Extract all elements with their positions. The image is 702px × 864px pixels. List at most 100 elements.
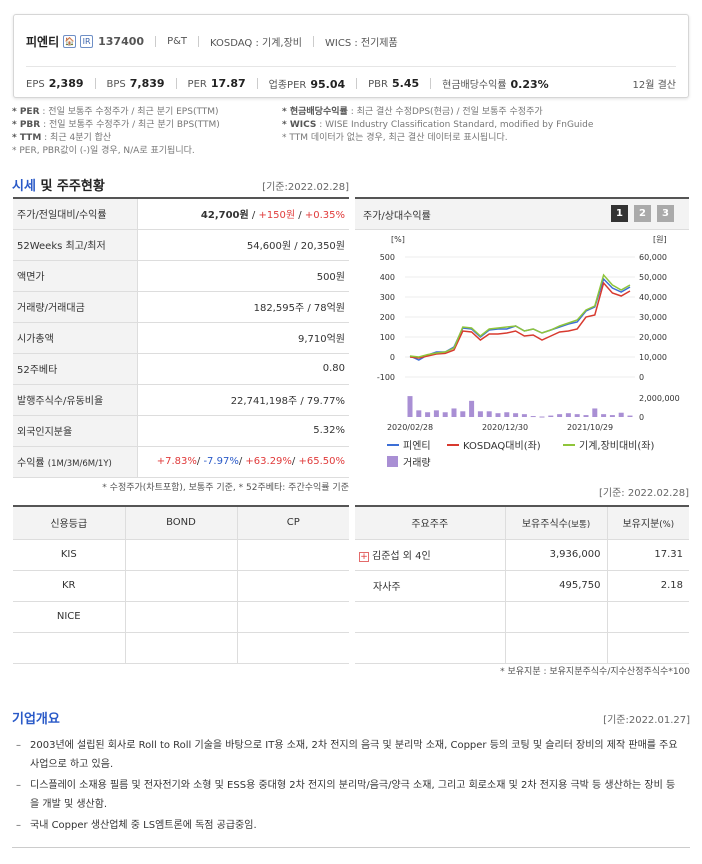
notes-left: * PER : 전일 보통주 수정주가 / 최근 분기 EPS(TTM) * P… bbox=[12, 106, 220, 158]
expand-icon[interactable]: + bbox=[359, 552, 369, 562]
divider bbox=[198, 36, 199, 47]
row-value: 182,595주 / 78억원 bbox=[137, 291, 349, 323]
divider bbox=[356, 78, 358, 89]
chart-header: 주가/상대수익률 1 2 3 bbox=[355, 199, 689, 230]
y-right-tick-label: 50,000 bbox=[639, 273, 667, 282]
y-left-tick-label: 500 bbox=[380, 253, 395, 262]
returns-value: +7.83%/ -7.97%/ +63.29%/ +65.50% bbox=[137, 446, 349, 478]
divider bbox=[256, 78, 258, 89]
y-right-tick-label: 0 bbox=[639, 373, 644, 382]
y-left-tick-label: 400 bbox=[380, 273, 395, 282]
agency-cell: KR bbox=[13, 570, 126, 602]
row-label: 52주베타 bbox=[13, 353, 138, 385]
agency-cell: NICE bbox=[13, 601, 126, 633]
volume-bar bbox=[477, 411, 483, 417]
volume-bar bbox=[592, 408, 598, 417]
y-left-tick-label: -100 bbox=[377, 373, 395, 382]
chart-page-1-button[interactable]: 1 bbox=[611, 205, 628, 222]
divider bbox=[12, 847, 690, 848]
company-header: 피엔티 🏠 IR 137400 P&T KOSDAQ : 기계,장비 WICS … bbox=[13, 14, 689, 98]
row-label: 발행주식수/유동비율 bbox=[13, 384, 138, 416]
chart-page-3-button[interactable]: 3 bbox=[657, 205, 674, 222]
stock-code: 137400 bbox=[98, 35, 145, 48]
row-label: 시가총액 bbox=[13, 322, 138, 354]
price-table: 주가/전일대비/수익률 42,700원 / +150원 / +0.35% 52We… bbox=[13, 197, 349, 478]
shares-cell bbox=[505, 601, 608, 633]
metric-label: EPS bbox=[26, 79, 45, 90]
pct-cell: 17.31 bbox=[607, 539, 689, 571]
metric-value: 17.87 bbox=[210, 77, 246, 90]
metric-label: BPS bbox=[106, 79, 126, 90]
relative-return-chart: [%] [원] 500 400 300 200 100 0 -100 60,000 50,000 40… bbox=[377, 235, 680, 469]
row-value: 54,600원 / 20,350원 bbox=[137, 229, 349, 261]
metric-per: PER 17.87 bbox=[188, 77, 246, 90]
series-line bbox=[409, 273, 631, 358]
row-label: 거래량/거래대금 bbox=[13, 291, 138, 323]
cp-cell bbox=[237, 601, 349, 633]
table-header-row: 신용등급 BOND CP bbox=[13, 506, 349, 540]
volume-bar bbox=[557, 414, 563, 417]
volume-tick-label: 2,000,000 bbox=[639, 394, 680, 403]
volume-bar bbox=[486, 411, 492, 417]
column-header: 주요주주 bbox=[355, 506, 506, 540]
chart-page-2-button[interactable]: 2 bbox=[634, 205, 651, 222]
row-label: 52Weeks 최고/최저 bbox=[13, 229, 138, 261]
volume-bar bbox=[521, 414, 527, 417]
metric-bps: BPS 7,839 bbox=[107, 77, 165, 90]
y-left-tick-label: 0 bbox=[390, 353, 395, 362]
ir-icon[interactable]: IR bbox=[80, 35, 94, 48]
table-row: 주가/전일대비/수익률 42,700원 / +150원 / +0.35% bbox=[13, 198, 349, 230]
metric-value: 95.04 bbox=[310, 78, 346, 91]
column-header: 신용등급 bbox=[13, 506, 126, 540]
holder-name-cell bbox=[355, 601, 506, 633]
series-line bbox=[409, 277, 631, 361]
note-line: * WICS : WISE Industry Classification St… bbox=[282, 120, 594, 130]
note-line: * TTM : 최근 4분기 합산 bbox=[12, 133, 112, 143]
y-right-tick-label: 40,000 bbox=[639, 293, 667, 302]
y-left-tick-label: 300 bbox=[380, 293, 395, 302]
row-label: 액면가 bbox=[13, 260, 138, 292]
notes-right: * 현금배당수익률 : 최근 결산 수정DPS(현금) / 전일 보통주 수정주… bbox=[282, 106, 593, 145]
company-title-row: 피엔티 🏠 IR 137400 P&T KOSDAQ : 기계,장비 WICS … bbox=[26, 33, 398, 50]
table-row: 수익률 (1M/3M/6M/1Y) +7.83%/ -7.97%/ +63.29%… bbox=[13, 446, 349, 478]
home-icon[interactable]: 🏠 bbox=[63, 35, 77, 48]
settlement-month: 12월 결산 bbox=[632, 80, 676, 91]
row-label: 외국인지분율 bbox=[13, 415, 138, 447]
legend-label: 거래량 bbox=[403, 457, 431, 469]
table-row: + 김준섭 외 4인 3,936,000 17.31 bbox=[355, 539, 689, 571]
credit-rating-table: 신용등급 BOND CP KIS KR NICE bbox=[13, 505, 349, 664]
column-header: BOND bbox=[125, 506, 238, 540]
column-header: 보유지분(%) bbox=[607, 506, 689, 540]
x-tick-label: 2020/02/28 bbox=[387, 423, 433, 432]
volume-bar bbox=[609, 415, 615, 417]
table-header-row: 주요주주 보유주식수(보통) 보유지분(%) bbox=[355, 506, 689, 540]
volume-bar bbox=[513, 413, 519, 417]
divider bbox=[175, 78, 177, 89]
holder-name-cell: + 김준섭 외 4인 bbox=[355, 539, 506, 571]
divider bbox=[430, 78, 432, 89]
metric-label: PBR bbox=[368, 79, 388, 90]
row-value: 9,710억원 bbox=[137, 322, 349, 354]
overview-base-date: [기준:2022.01.27] bbox=[603, 715, 690, 726]
table-row: KR bbox=[13, 570, 349, 602]
metric-value: 5.45 bbox=[391, 77, 420, 90]
row-value: 500원 bbox=[137, 260, 349, 292]
price-value: 42,700원 / +150원 / +0.35% bbox=[137, 198, 349, 230]
divider bbox=[313, 36, 314, 47]
company-name: 피엔티 bbox=[26, 35, 60, 49]
cp-cell bbox=[237, 539, 349, 571]
volume-bar bbox=[548, 415, 554, 417]
volume-bar bbox=[539, 416, 545, 418]
y-right-tick-label: 10,000 bbox=[639, 353, 667, 362]
row-label: 주가/전일대비/수익률 bbox=[13, 198, 138, 230]
divider bbox=[94, 78, 96, 89]
row-value: 5.32% bbox=[137, 415, 349, 447]
x-tick-label: 2021/10/29 bbox=[567, 423, 613, 432]
volume-bar bbox=[583, 415, 589, 417]
table-row: 발행주식수/유동비율 22,741,198주 / 79.77% bbox=[13, 384, 349, 416]
table-row bbox=[355, 601, 689, 633]
price-footnote: * 수정주가(차트포함), 보통주 기준, * 52주베타: 주간수익률 기준 bbox=[102, 483, 349, 493]
bond-cell bbox=[125, 570, 238, 602]
agency-cell bbox=[13, 632, 126, 664]
metric-dividend-yield: 현금배당수익률 0.23% bbox=[442, 76, 549, 91]
